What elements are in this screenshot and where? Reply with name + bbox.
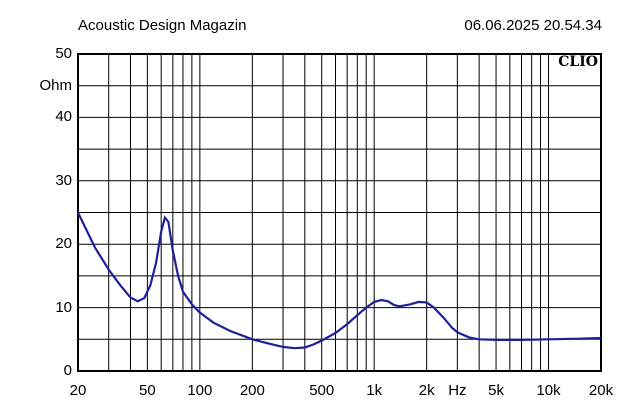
x-tick-label: 2k (418, 382, 435, 399)
timestamp: 06.06.2025 20.54.34 (464, 17, 602, 34)
y-tick-label: 40 (55, 108, 72, 126)
x-tick-label: 100 (187, 382, 213, 399)
x-tick-label: 200 (239, 382, 265, 399)
x-tick-label: 1k (366, 382, 383, 399)
y-tick-label: 0 (63, 362, 72, 379)
impedance-curve (77, 212, 602, 350)
y-tick-label: 50 (55, 45, 72, 62)
y-tick-label: 20 (55, 235, 72, 253)
y-unit-label: Ohm (39, 76, 72, 94)
x-tick-label: 10k (536, 382, 561, 399)
x-tick-label: 5k (488, 382, 504, 399)
y-tick-label: 30 (55, 171, 72, 189)
clio-brand-label: CLIO (558, 54, 598, 70)
chart-grid (78, 54, 601, 371)
x-tick-label: 20k (588, 382, 614, 399)
x-unit-label: Hz (448, 382, 467, 399)
x-tick-label: 50 (139, 382, 156, 399)
x-tick-label: 20 (69, 382, 87, 399)
x-tick-label: 500 (309, 382, 335, 399)
y-tick-label: 10 (55, 298, 72, 316)
chart-title-left: Acoustic Design Magazin (78, 17, 247, 34)
